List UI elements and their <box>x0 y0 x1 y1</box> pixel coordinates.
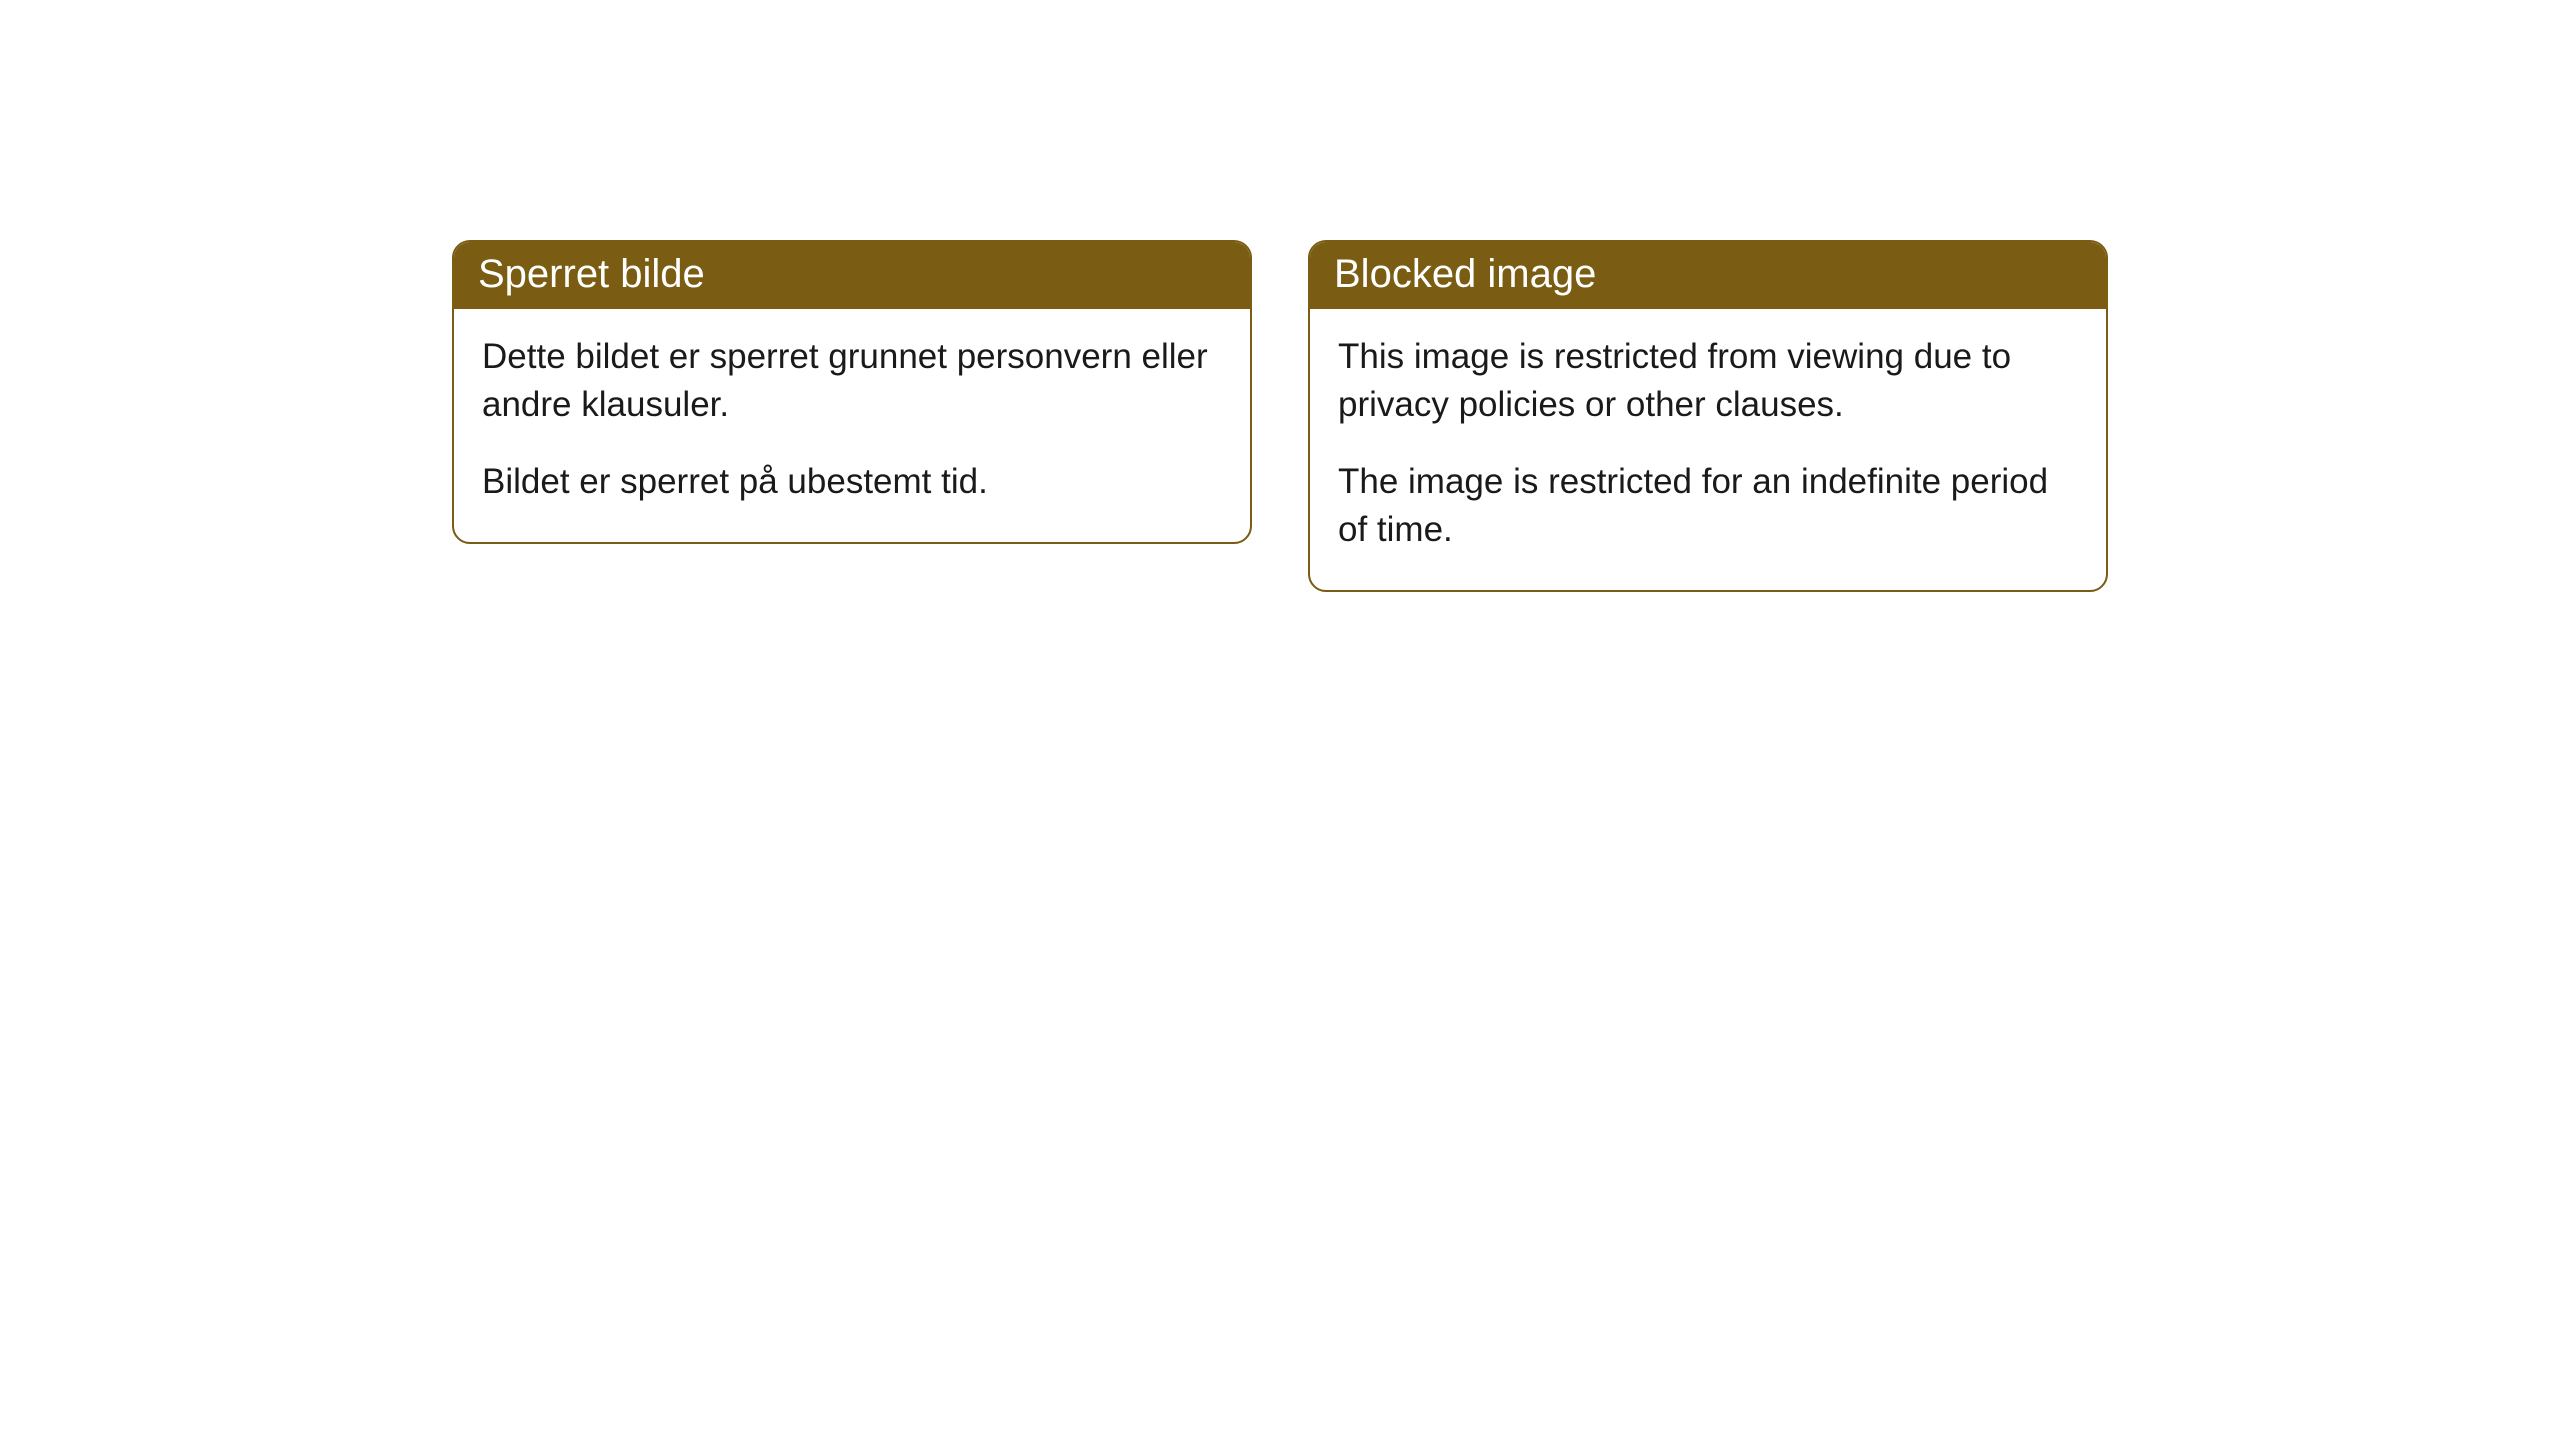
card-title-norwegian: Sperret bilde <box>478 252 705 296</box>
card-header-english: Blocked image <box>1310 242 2106 309</box>
card-para1-norwegian: Dette bildet er sperret grunnet personve… <box>482 333 1222 430</box>
card-para2-norwegian: Bildet er sperret på ubestemt tid. <box>482 458 1222 506</box>
card-header-norwegian: Sperret bilde <box>454 242 1250 309</box>
blocked-image-card-english: Blocked image This image is restricted f… <box>1308 240 2108 592</box>
blocked-image-card-norwegian: Sperret bilde Dette bildet er sperret gr… <box>452 240 1252 544</box>
card-para1-english: This image is restricted from viewing du… <box>1338 333 2078 430</box>
card-title-english: Blocked image <box>1334 252 1596 296</box>
card-body-english: This image is restricted from viewing du… <box>1310 309 2106 590</box>
card-para2-english: The image is restricted for an indefinit… <box>1338 458 2078 555</box>
card-body-norwegian: Dette bildet er sperret grunnet personve… <box>454 309 1250 542</box>
